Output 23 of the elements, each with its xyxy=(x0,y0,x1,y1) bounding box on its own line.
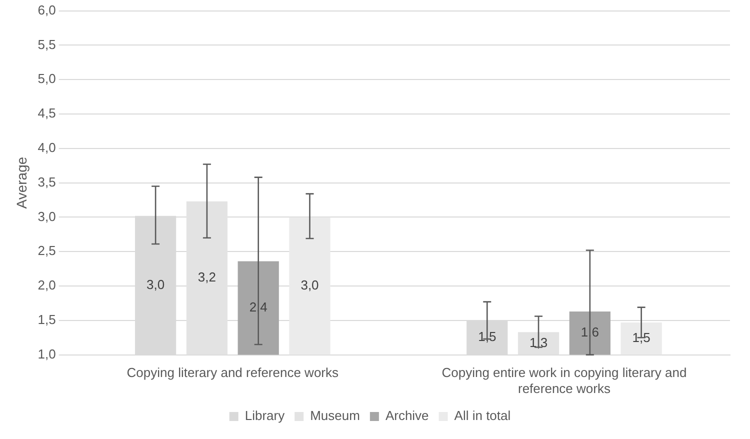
data-label: 3,0 xyxy=(300,278,319,293)
y-tick-label: 4,0 xyxy=(38,140,56,155)
data-label: 1,5 xyxy=(632,330,650,346)
legend-label: Library xyxy=(244,408,286,424)
x-tick-label: Copying literary and reference works xyxy=(126,365,339,380)
data-label: 3,0 xyxy=(146,276,165,292)
y-tick-label: 3,5 xyxy=(38,174,56,190)
legend-label: All in total xyxy=(454,408,511,424)
y-tick-label: 1,0 xyxy=(38,346,56,362)
y-tick-label: 4,5 xyxy=(38,106,56,121)
y-tick-label: 6,0 xyxy=(38,2,56,18)
y-tick-label: 3,0 xyxy=(38,208,56,224)
y-tick-label: 5,5 xyxy=(38,36,56,52)
legend-label: Archive xyxy=(385,408,429,424)
y-tick-label: 5,0 xyxy=(38,71,56,86)
y-tick-label: 2,5 xyxy=(38,243,56,258)
y-tick-label: 1,5 xyxy=(38,312,56,327)
x-tick-label: Copying entire work in copying literary and reference works xyxy=(442,365,687,396)
data-label: 1,5 xyxy=(478,329,496,344)
legend-label: Museum xyxy=(310,408,360,424)
y-axis-title: Average xyxy=(13,156,30,209)
y-tick-label: 2,0 xyxy=(38,278,56,293)
data-label: 3,2 xyxy=(198,270,216,285)
